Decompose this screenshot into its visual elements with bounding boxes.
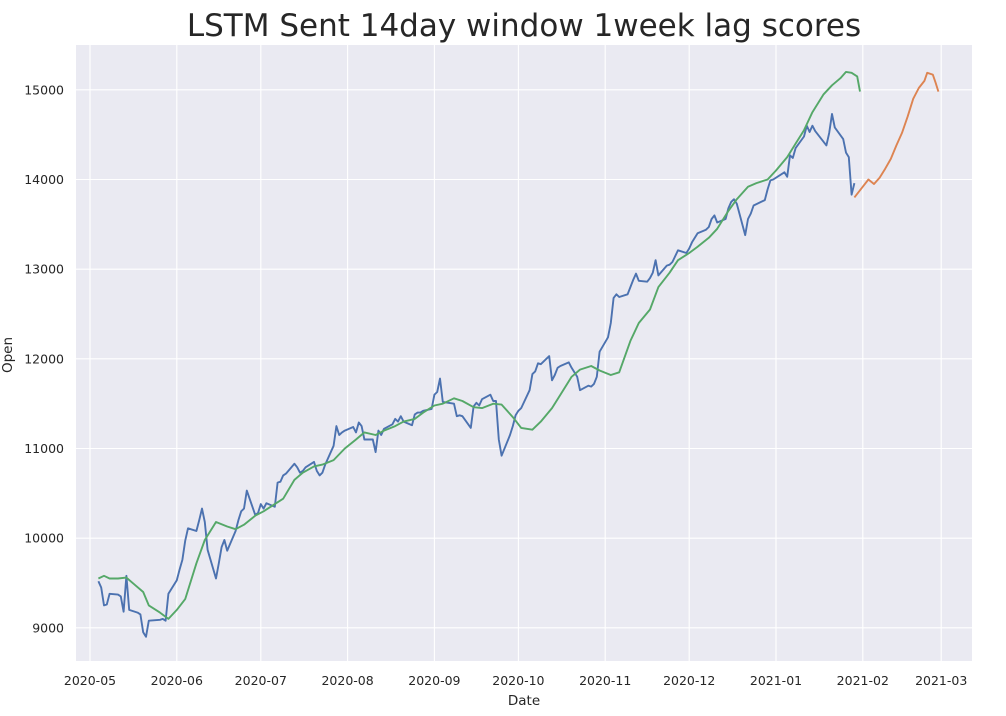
plot-background xyxy=(76,45,972,661)
x-axis-label: Date xyxy=(508,693,540,709)
x-tick-label: 2020-05 xyxy=(64,673,116,688)
x-tick-label: 2020-08 xyxy=(321,673,373,688)
x-tick-label: 2021-01 xyxy=(750,673,802,688)
green-series-line xyxy=(97,70,861,620)
y-tick-label: 14000 xyxy=(24,172,64,187)
tick-labels: 2020-05 2020-06 2020-07 2020-08 2020-09 2020-… xyxy=(24,82,967,688)
x-tick-label: 2020-11 xyxy=(579,673,631,688)
grid-lines xyxy=(76,45,972,661)
x-tick-label: 2021-03 xyxy=(915,673,967,688)
x-tick-label: 2020-07 xyxy=(235,673,287,688)
y-tick-label: 10000 xyxy=(24,531,64,546)
x-tick-label: 2020-12 xyxy=(663,673,715,688)
y-tick-label: 9000 xyxy=(32,620,64,635)
y-tick-label: 11000 xyxy=(24,441,64,456)
x-tick-label: 2020-10 xyxy=(492,673,544,688)
x-tick-label: 2020-09 xyxy=(408,673,460,688)
y-axis-label: Open xyxy=(0,337,16,373)
x-tick-label: 2021-02 xyxy=(837,673,889,688)
chart-title: LSTM Sent 14day window 1week lag scores xyxy=(187,8,861,44)
x-tick-label: 2020-06 xyxy=(151,673,203,688)
y-tick-label: 13000 xyxy=(24,262,64,277)
orange-series-line xyxy=(853,71,940,198)
series-lines xyxy=(97,70,940,638)
y-tick-label: 15000 xyxy=(24,82,64,97)
y-tick-label: 12000 xyxy=(24,351,64,366)
